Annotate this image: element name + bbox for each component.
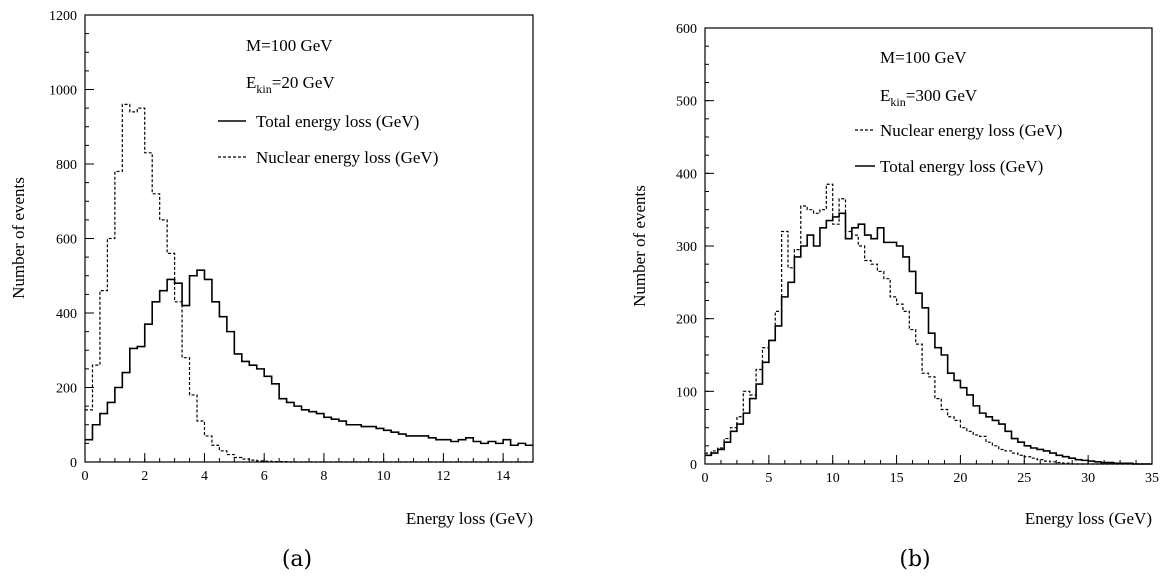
annotation-ekin-b-tail: =300 GeV [906, 86, 978, 105]
x-tick-label: 0 [702, 471, 709, 486]
annotation-ekin-b: Ekin=300 GeV [880, 86, 978, 109]
y-ticks-b: 0 100 200 300 400 500 600 [676, 22, 714, 473]
y-tick-label: 1000 [49, 84, 77, 99]
y-tick-label: 200 [56, 382, 77, 397]
legend-label-nuclear-b: Nuclear energy loss (GeV) [880, 121, 1062, 140]
panel-label-b: (b) [899, 547, 930, 572]
y-tick-label: 0 [690, 458, 697, 473]
y-tick-label: 200 [676, 313, 697, 328]
x-tick-label: 20 [953, 471, 967, 486]
x-tick-label: 15 [890, 471, 904, 486]
x-tick-label: 35 [1145, 471, 1159, 486]
annotation-mass-a: M=100 GeV [246, 36, 333, 55]
legend-label-total-a: Total energy loss (GeV) [256, 112, 419, 131]
annotation-ekin-b-sub: kin [890, 95, 905, 109]
y-tick-label: 400 [56, 307, 77, 322]
legend-label-nuclear-a: Nuclear energy loss (GeV) [256, 148, 438, 167]
annotation-mass-b: M=100 GeV [880, 48, 967, 67]
annotation-ekin-a-sub: kin [256, 82, 271, 96]
x-tick-label: 0 [82, 469, 89, 484]
y-tick-label: 1200 [49, 9, 77, 24]
x-tick-label: 8 [320, 469, 327, 484]
x-tick-label: 6 [261, 469, 268, 484]
x-axis-title-a: Energy loss (GeV) [406, 509, 533, 528]
y-tick-label: 0 [70, 456, 77, 471]
x-tick-label: 14 [496, 469, 510, 484]
x-tick-label: 30 [1081, 471, 1095, 486]
x-tick-label: 10 [377, 469, 391, 484]
chart-panel-a: 0 2 4 6 8 10 12 14 0 200 400 600 800 1000 1200 M=100 … [9, 9, 534, 572]
y-tick-label: 100 [676, 385, 697, 400]
y-tick-label: 600 [56, 233, 77, 248]
x-ticks-b: 0 5 10 15 20 25 30 35 [702, 455, 1159, 486]
legend-label-total-b: Total energy loss (GeV) [880, 157, 1043, 176]
x-ticks-a: 0 2 4 6 8 10 12 14 [82, 453, 534, 484]
y-tick-label: 500 [676, 95, 697, 110]
y-axis-title-a: Number of events [9, 177, 28, 299]
histogram-nuclear-a [85, 103, 533, 463]
y-axis-title-b: Number of events [630, 185, 649, 307]
y-ticks-a: 0 200 400 600 800 1000 1200 [49, 9, 94, 471]
panel-label-a: (a) [282, 547, 312, 572]
histogram-total-a [85, 269, 533, 447]
x-tick-label: 2 [141, 469, 148, 484]
x-tick-label: 25 [1017, 471, 1031, 486]
annotation-ekin-a: Ekin=20 GeV [246, 73, 335, 96]
annotation-ekin-b-main: E [880, 86, 890, 105]
x-axis-title-b: Energy loss (GeV) [1025, 509, 1152, 528]
x-tick-label: 10 [826, 471, 840, 486]
chart-panel-b: 0 5 10 15 20 25 30 35 0 100 200 300 400 500 600 M=100… [630, 22, 1159, 572]
histogram-total-b [705, 212, 1152, 465]
x-tick-label: 4 [201, 469, 208, 484]
y-tick-label: 800 [56, 158, 77, 173]
y-tick-label: 400 [676, 167, 697, 182]
annotation-ekin-a-tail: =20 GeV [272, 73, 336, 92]
y-tick-label: 300 [676, 240, 697, 255]
x-tick-label: 5 [765, 471, 772, 486]
x-tick-label: 12 [436, 469, 450, 484]
annotation-ekin-a-main: E [246, 73, 256, 92]
y-tick-label: 600 [676, 22, 697, 37]
